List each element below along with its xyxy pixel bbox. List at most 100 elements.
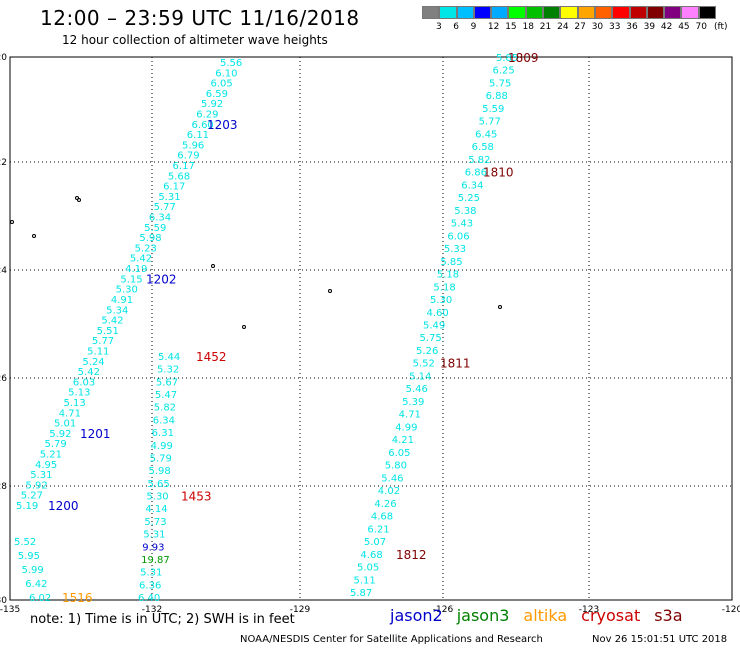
wave-height-value: 5.79 — [44, 439, 66, 450]
lon-tick-label: -135 — [0, 605, 20, 615]
wave-height-value: 5.65 — [147, 479, 169, 490]
wave-height-value: 5.05 — [357, 563, 379, 574]
wave-height-value: 6.06 — [447, 231, 469, 242]
footer-timestamp: Nov 26 15:01:51 UTC 2018 — [592, 634, 728, 645]
wave-height-value: 5.31 — [143, 530, 165, 541]
pass-time-label: 1516 — [62, 591, 93, 605]
legend-label: 30 — [591, 22, 604, 32]
pass-time-label: 1811 — [440, 357, 471, 371]
lon-tick-label: -129 — [290, 605, 311, 615]
wave-height-value: 5.47 — [155, 390, 177, 401]
legend-label: 27 — [574, 22, 586, 32]
wave-height-value: 5.82 — [468, 155, 490, 166]
wave-height-value: 4.21 — [392, 435, 414, 446]
wave-height-value: 5.80 — [385, 461, 407, 472]
pass-time-label: 1453 — [181, 490, 212, 504]
wave-height-value: 5.98 — [149, 466, 171, 477]
lat-tick-label: -24 — [0, 266, 7, 276]
wave-height-value: 5.11 — [353, 575, 375, 586]
wave-height-value: 4.99 — [151, 441, 173, 452]
legend-swatch — [681, 6, 699, 19]
legend-swatch — [525, 6, 544, 19]
wave-height-value: 4.14 — [145, 504, 167, 515]
legend-label: 24 — [557, 22, 569, 32]
wave-height-value: 6.42 — [25, 579, 47, 590]
wave-height-value: 5.79 — [150, 453, 172, 464]
wave-height-value: 5.15 — [120, 274, 142, 285]
pass-time-label: 1200 — [48, 499, 79, 513]
wave-height-value: 6.34 — [153, 415, 175, 426]
legend-label: 9 — [470, 22, 477, 32]
wave-height-value: 5.19 — [16, 501, 38, 512]
wave-height-value: 5.44 — [158, 352, 180, 363]
wave-height-value: 5.87 — [350, 588, 372, 599]
lon-tick-label: -126 — [433, 605, 454, 615]
wave-height-value: 5.98 — [139, 233, 161, 244]
wave-height-value: 5.21 — [40, 449, 62, 460]
legend-label: 36 — [626, 22, 638, 32]
island-mark — [75, 196, 79, 200]
wave-height-value: 5.96 — [182, 140, 204, 151]
legend-swatch — [698, 6, 717, 19]
wave-height-value: 6.86 — [465, 168, 487, 179]
legend-swatch — [456, 6, 474, 19]
wave-height-value: 4.71 — [59, 408, 81, 419]
island-mark — [328, 289, 332, 293]
wave-height-value: 5.01 — [54, 419, 76, 430]
wave-height-value: 5.77 — [479, 117, 501, 128]
legend-swatch — [612, 6, 630, 19]
island-mark — [498, 305, 502, 309]
wave-height-value: 5.82 — [154, 403, 176, 414]
wave-height-value: 4.60 — [426, 308, 448, 319]
wave-height-value: 6.58 — [472, 142, 494, 153]
wave-height-value: 5.23 — [135, 243, 157, 254]
wave-height-value: 5.31 — [158, 192, 180, 203]
wave-height-value: 6.10 — [215, 68, 237, 79]
wave-height-value: 5.24 — [82, 357, 104, 368]
pass-time-label: 1812 — [396, 548, 427, 562]
lon-tick-label: -132 — [142, 605, 162, 615]
legend-label: 33 — [609, 22, 621, 32]
wave-height-value: 6.88 — [486, 91, 508, 102]
wave-height-value: 5.30 — [430, 295, 452, 306]
satellite-legend: jason2 jason3 altika cryosat s3a — [390, 606, 697, 625]
legend-swatch — [664, 6, 682, 19]
wave-height-value: 6.05 — [211, 79, 233, 90]
satellite-cryosat: cryosat — [581, 606, 641, 625]
footer-credit: NOAA/NESDIS Center for Satellite Applica… — [240, 634, 543, 645]
wave-height-value: 5.31 — [140, 568, 162, 579]
wave-height-value: 4.68 — [360, 550, 382, 561]
wave-height-value: 19.87 — [141, 555, 170, 566]
wave-height-value: 4.02 — [378, 486, 400, 497]
pass-time-label: 1202 — [146, 272, 177, 286]
wave-height-value: 6.79 — [177, 151, 199, 162]
island-mark — [211, 264, 215, 268]
wave-height-value: 5.75 — [420, 333, 442, 344]
wave-height-value: 5.85 — [440, 257, 462, 268]
wave-height-value: 5.30 — [116, 285, 138, 296]
wave-height-value: 5.27 — [21, 491, 43, 502]
wave-height-value: 6.36 — [139, 580, 161, 591]
wave-height-value: 5.42 — [130, 254, 152, 265]
wave-height-value: 5.85 — [496, 53, 518, 64]
legend-swatch — [508, 6, 526, 19]
lon-tick-label: -123 — [579, 605, 599, 615]
wave-height-value: 5.75 — [489, 78, 511, 89]
wave-height-value: 5.32 — [157, 365, 179, 376]
island-mark — [32, 234, 36, 238]
legend-label: 18 — [522, 22, 534, 32]
legend-swatch — [577, 6, 595, 19]
island-mark — [242, 325, 246, 329]
wave-height-value: 6.60 — [192, 120, 214, 131]
wave-height-value: 5.59 — [144, 223, 166, 234]
wave-height-value: 5.52 — [413, 359, 435, 370]
legend-label: 70 — [695, 22, 707, 32]
wave-height-value: 5.43 — [451, 219, 473, 230]
wave-height-value: 4.95 — [35, 460, 57, 471]
lat-tick-label: -20 — [0, 53, 7, 63]
wave-height-value: 4.68 — [371, 512, 393, 523]
wave-height-value: 5.92 — [49, 429, 71, 440]
island-mark — [77, 198, 81, 202]
wave-height-value: 5.99 — [22, 565, 44, 576]
lat-tick-label: -22 — [0, 158, 7, 168]
